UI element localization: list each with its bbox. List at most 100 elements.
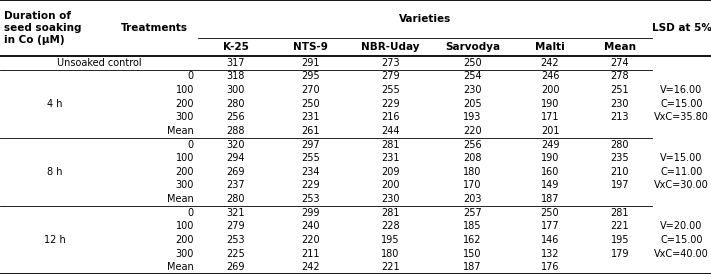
Text: 229: 229	[381, 99, 400, 109]
Text: Treatments: Treatments	[120, 23, 188, 33]
Text: 100: 100	[176, 153, 194, 163]
Text: 193: 193	[464, 112, 481, 122]
Text: 185: 185	[464, 221, 482, 231]
Text: 270: 270	[301, 85, 320, 95]
Text: 4 h: 4 h	[47, 99, 63, 109]
Text: 294: 294	[226, 153, 245, 163]
Text: 0: 0	[188, 139, 194, 150]
Text: VxC=35.80: VxC=35.80	[654, 112, 709, 122]
Text: 244: 244	[381, 126, 400, 136]
Text: VxC=40.00: VxC=40.00	[654, 249, 709, 259]
Text: Mean: Mean	[604, 42, 636, 52]
Text: 295: 295	[301, 72, 320, 81]
Text: 261: 261	[301, 126, 320, 136]
Text: 176: 176	[541, 262, 560, 272]
Text: 269: 269	[226, 262, 245, 272]
Text: 231: 231	[301, 112, 320, 122]
Text: 180: 180	[464, 167, 481, 177]
Text: Mean: Mean	[167, 126, 194, 136]
Text: 190: 190	[541, 99, 559, 109]
Text: 200: 200	[176, 167, 194, 177]
Text: 230: 230	[611, 99, 629, 109]
Text: 211: 211	[301, 249, 320, 259]
Text: 256: 256	[226, 112, 245, 122]
Text: 187: 187	[464, 262, 482, 272]
Text: 288: 288	[226, 126, 245, 136]
Text: 300: 300	[226, 85, 245, 95]
Text: 0: 0	[188, 208, 194, 218]
Text: 225: 225	[226, 249, 245, 259]
Text: 317: 317	[226, 58, 245, 68]
Text: 209: 209	[381, 167, 400, 177]
Text: 253: 253	[301, 194, 320, 204]
Text: 230: 230	[381, 194, 400, 204]
Text: NTS-9: NTS-9	[293, 42, 328, 52]
Text: 237: 237	[226, 181, 245, 190]
Text: 269: 269	[226, 167, 245, 177]
Text: 274: 274	[611, 58, 629, 68]
Text: 297: 297	[301, 139, 320, 150]
Text: 180: 180	[381, 249, 400, 259]
Text: 299: 299	[301, 208, 320, 218]
Text: 170: 170	[464, 181, 482, 190]
Text: 179: 179	[611, 249, 629, 259]
Text: 160: 160	[541, 167, 559, 177]
Text: 230: 230	[464, 85, 482, 95]
Text: 280: 280	[226, 194, 245, 204]
Text: 162: 162	[464, 235, 482, 245]
Text: 231: 231	[381, 153, 400, 163]
Text: 234: 234	[301, 167, 320, 177]
Text: 200: 200	[176, 99, 194, 109]
Text: 250: 250	[301, 99, 320, 109]
Text: 281: 281	[381, 139, 400, 150]
Text: Mean: Mean	[167, 262, 194, 272]
Text: 132: 132	[541, 249, 560, 259]
Text: V=16.00: V=16.00	[661, 85, 702, 95]
Text: 318: 318	[226, 72, 245, 81]
Text: 0: 0	[188, 72, 194, 81]
Text: Duration of
seed soaking
in Co (μM): Duration of seed soaking in Co (μM)	[4, 12, 82, 45]
Text: 253: 253	[226, 235, 245, 245]
Text: 177: 177	[540, 221, 560, 231]
Text: 208: 208	[464, 153, 482, 163]
Text: 281: 281	[381, 208, 400, 218]
Text: 255: 255	[381, 85, 400, 95]
Text: 187: 187	[541, 194, 560, 204]
Text: 278: 278	[611, 72, 629, 81]
Text: 100: 100	[176, 85, 194, 95]
Text: 300: 300	[176, 112, 194, 122]
Text: 200: 200	[176, 235, 194, 245]
Text: 280: 280	[226, 99, 245, 109]
Text: Unsoaked control: Unsoaked control	[57, 58, 141, 68]
Text: 195: 195	[611, 235, 629, 245]
Text: 300: 300	[176, 181, 194, 190]
Text: Varieties: Varieties	[399, 14, 451, 24]
Text: 291: 291	[301, 58, 320, 68]
Text: 235: 235	[611, 153, 629, 163]
Text: 200: 200	[541, 85, 560, 95]
Text: 321: 321	[226, 208, 245, 218]
Text: 257: 257	[463, 208, 482, 218]
Text: 221: 221	[611, 221, 629, 231]
Text: C=11.00: C=11.00	[661, 167, 702, 177]
Text: 205: 205	[463, 99, 482, 109]
Text: Sarvodya: Sarvodya	[445, 42, 500, 52]
Text: 240: 240	[301, 221, 320, 231]
Text: 200: 200	[381, 181, 400, 190]
Text: 229: 229	[301, 181, 320, 190]
Text: 251: 251	[611, 85, 629, 95]
Text: 242: 242	[301, 262, 320, 272]
Text: Malti: Malti	[535, 42, 565, 52]
Text: NBR-Uday: NBR-Uday	[361, 42, 419, 52]
Text: 281: 281	[611, 208, 629, 218]
Text: 12 h: 12 h	[44, 235, 66, 245]
Text: 249: 249	[541, 139, 560, 150]
Text: 150: 150	[464, 249, 482, 259]
Text: 279: 279	[226, 221, 245, 231]
Text: 254: 254	[463, 72, 482, 81]
Text: 279: 279	[381, 72, 400, 81]
Text: 8 h: 8 h	[47, 167, 63, 177]
Text: 213: 213	[611, 112, 629, 122]
Text: 220: 220	[301, 235, 320, 245]
Text: LSD at 5%: LSD at 5%	[651, 23, 711, 33]
